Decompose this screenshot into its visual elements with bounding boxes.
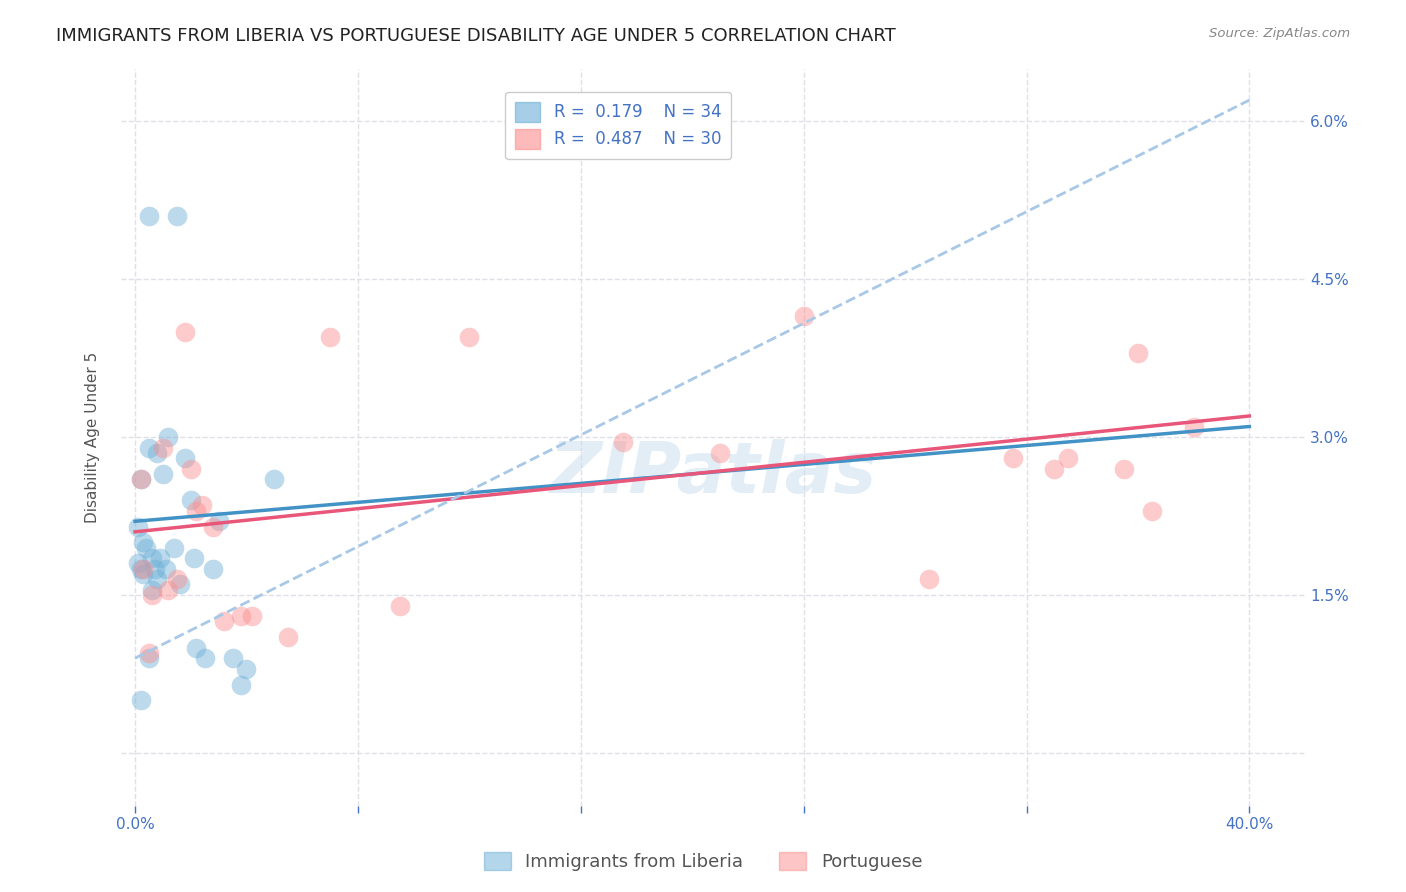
Point xyxy=(127,519,149,533)
Point xyxy=(1043,461,1066,475)
Point xyxy=(146,446,169,460)
Point xyxy=(143,562,166,576)
Point xyxy=(212,615,235,629)
Point xyxy=(146,572,169,586)
Point xyxy=(1112,461,1135,475)
Point xyxy=(191,499,214,513)
Legend: R =  0.179    N = 34, R =  0.487    N = 30: R = 0.179 N = 34, R = 0.487 N = 30 xyxy=(505,92,731,159)
Point xyxy=(132,566,155,581)
Point xyxy=(202,519,225,533)
Point xyxy=(1140,504,1163,518)
Point xyxy=(129,472,152,486)
Point xyxy=(1001,451,1024,466)
Point xyxy=(135,541,157,555)
Point xyxy=(388,599,411,613)
Point xyxy=(157,430,180,444)
Point xyxy=(166,209,188,223)
Point xyxy=(141,551,163,566)
Point xyxy=(229,609,252,624)
Point xyxy=(152,441,174,455)
Legend: Immigrants from Liberia, Portuguese: Immigrants from Liberia, Portuguese xyxy=(477,845,929,879)
Point xyxy=(155,562,177,576)
Point xyxy=(138,441,160,455)
Point xyxy=(1182,419,1205,434)
Point xyxy=(174,451,197,466)
Point xyxy=(180,461,202,475)
Point xyxy=(240,609,263,624)
Point xyxy=(183,551,205,566)
Point xyxy=(138,209,160,223)
Point xyxy=(166,572,188,586)
Point xyxy=(163,541,186,555)
Point xyxy=(186,640,208,655)
Point xyxy=(612,435,634,450)
Text: IMMIGRANTS FROM LIBERIA VS PORTUGUESE DISABILITY AGE UNDER 5 CORRELATION CHART: IMMIGRANTS FROM LIBERIA VS PORTUGUESE DI… xyxy=(56,27,896,45)
Point xyxy=(127,557,149,571)
Point xyxy=(129,562,152,576)
Point xyxy=(132,562,155,576)
Point xyxy=(141,582,163,597)
Point xyxy=(138,646,160,660)
Text: ZIPatlas: ZIPatlas xyxy=(550,440,877,508)
Point xyxy=(186,504,208,518)
Point xyxy=(149,551,172,566)
Point xyxy=(208,514,231,528)
Point xyxy=(1126,346,1149,360)
Point xyxy=(235,662,257,676)
Point xyxy=(918,572,941,586)
Point xyxy=(458,330,481,344)
Point xyxy=(129,693,152,707)
Point xyxy=(263,472,285,486)
Point xyxy=(793,309,815,323)
Point xyxy=(129,472,152,486)
Y-axis label: Disability Age Under 5: Disability Age Under 5 xyxy=(86,351,100,523)
Point xyxy=(141,588,163,602)
Point xyxy=(174,325,197,339)
Point xyxy=(709,446,731,460)
Point xyxy=(138,651,160,665)
Point xyxy=(319,330,342,344)
Point xyxy=(152,467,174,481)
Point xyxy=(202,562,225,576)
Point xyxy=(157,582,180,597)
Point xyxy=(277,630,299,644)
Point xyxy=(132,535,155,549)
Point xyxy=(194,651,217,665)
Point xyxy=(180,493,202,508)
Point xyxy=(229,677,252,691)
Point xyxy=(1057,451,1080,466)
Point xyxy=(169,577,191,591)
Text: Source: ZipAtlas.com: Source: ZipAtlas.com xyxy=(1209,27,1350,40)
Point xyxy=(221,651,243,665)
